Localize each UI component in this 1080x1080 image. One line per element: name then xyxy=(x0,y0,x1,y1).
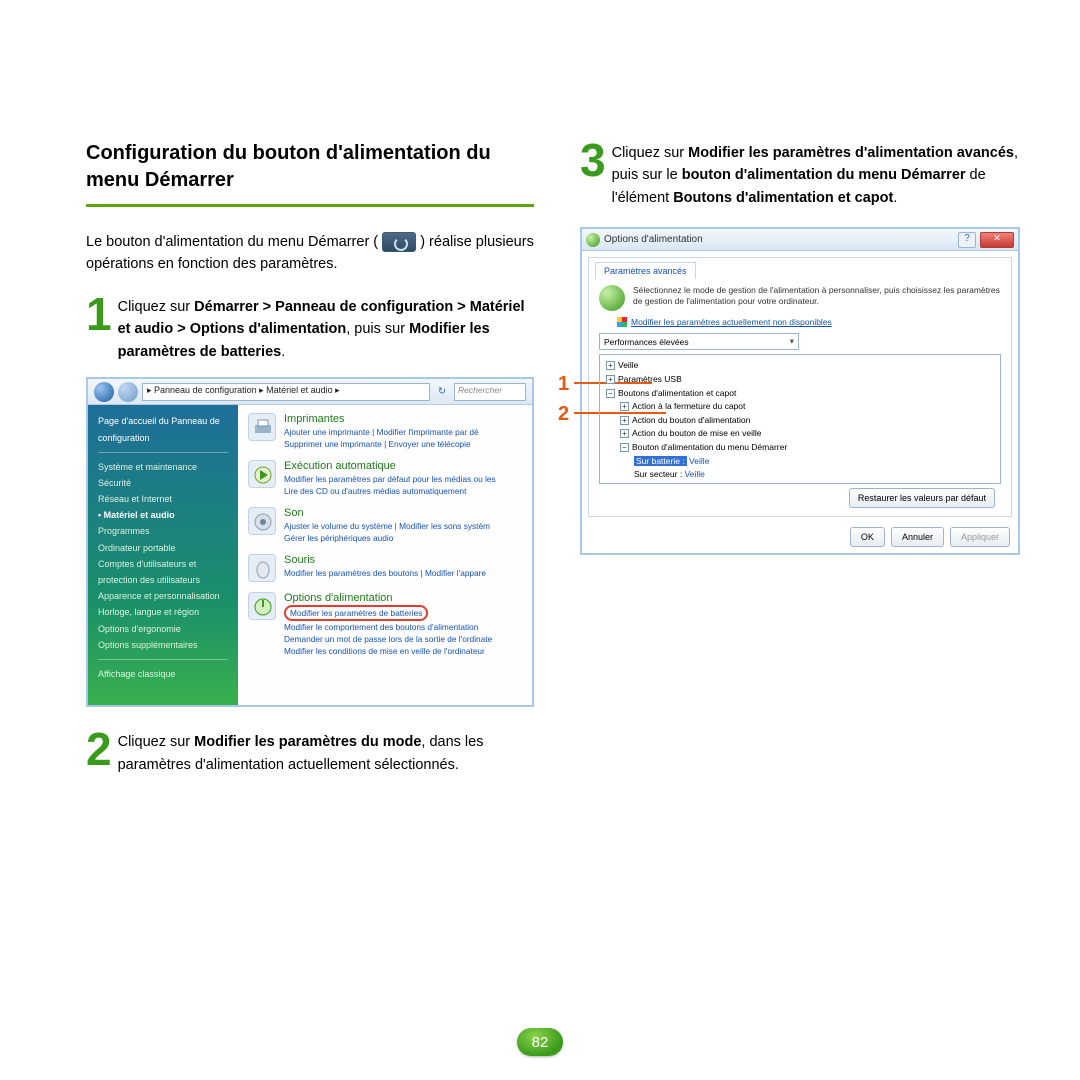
screenshot-control-panel: ▸ Panneau de configuration ▸ Matériel et… xyxy=(86,377,534,707)
help-button[interactable]: ? xyxy=(958,232,976,248)
sidebar-home[interactable]: Page d'accueil du Panneau de configurati… xyxy=(98,416,220,442)
apply-button[interactable]: Appliquer xyxy=(950,527,1010,547)
window-icon xyxy=(586,233,600,247)
step-1: 1 Cliquez sur Démarrer > Panneau de conf… xyxy=(86,294,534,363)
screenshot-power-options: Options d'alimentation ? ✕ Paramètres av… xyxy=(580,227,1020,555)
sidebar-item[interactable]: Options supplémentaires xyxy=(98,637,228,653)
sidebar-item[interactable]: Apparence et personnalisation xyxy=(98,588,228,604)
sidebar-item[interactable]: Options d'ergonomie xyxy=(98,621,228,637)
sidebar-recent: Tâches récentes xyxy=(98,705,169,707)
nav-back-icon[interactable] xyxy=(94,382,114,402)
sidebar-item[interactable]: Horloge, langue et région xyxy=(98,604,228,620)
heading-rule xyxy=(86,204,534,207)
sidebar-item[interactable]: Comptes d'utilisateurs et protection des… xyxy=(98,556,228,588)
sidebar-item[interactable]: Sécurité xyxy=(98,475,228,491)
highlighted-link: Modifier les paramètres de batteries xyxy=(284,605,428,621)
power-options-icon xyxy=(248,592,276,620)
dialog-titlebar: Options d'alimentation ? ✕ xyxy=(582,229,1018,251)
edit-unavailable-link[interactable]: Modifier les paramètres actuellement non… xyxy=(617,317,1001,327)
step-2: 2 Cliquez sur Modifier les paramètres du… xyxy=(86,729,534,776)
cat-mouse[interactable]: Souris Modifier les paramètres des bouto… xyxy=(248,554,528,582)
sidebar-item[interactable]: Programmes xyxy=(98,523,228,539)
sound-icon xyxy=(248,507,276,535)
refresh-icon[interactable]: ↻ xyxy=(434,386,450,397)
sidebar-item[interactable]: Système et maintenance xyxy=(98,459,228,475)
intro-before: Le bouton d'alimentation du menu Démarre… xyxy=(86,234,378,250)
ok-button[interactable]: OK xyxy=(850,527,885,547)
printer-icon xyxy=(248,413,276,441)
intro-text: Le bouton d'alimentation du menu Démarre… xyxy=(86,231,534,276)
step-2-text: Cliquez sur Modifier les paramètres du m… xyxy=(118,729,534,776)
tab-advanced[interactable]: Paramètres avancés xyxy=(595,262,696,279)
sshot1-toolbar: ▸ Panneau de configuration ▸ Matériel et… xyxy=(88,379,532,405)
callout-numbers: 1 2 xyxy=(558,373,569,433)
cat-power[interactable]: Options d'alimentation Modifier les para… xyxy=(248,592,528,657)
sshot1-sidebar: Page d'accueil du Panneau de configurati… xyxy=(88,405,238,705)
settings-tree[interactable]: +Veille +Paramètres USB −Boutons d'alime… xyxy=(599,354,1001,484)
cat-sound[interactable]: Son Ajuster le volume du système | Modif… xyxy=(248,507,528,544)
uac-shield-icon xyxy=(617,317,627,327)
step-1-number: 1 xyxy=(86,294,112,363)
step-2-number: 2 xyxy=(86,729,112,776)
power-icon xyxy=(382,232,416,252)
autoplay-icon xyxy=(248,460,276,488)
sidebar-item[interactable]: Ordinateur portable xyxy=(98,540,228,556)
nav-fwd-icon[interactable] xyxy=(118,382,138,402)
step-3-number: 3 xyxy=(580,140,606,209)
sidebar-item[interactable]: Réseau et Internet xyxy=(98,491,228,507)
page-title: Configuration du bouton d'alimentation d… xyxy=(86,140,534,194)
dialog-hero-icon xyxy=(599,285,625,311)
step-3: 3 Cliquez sur Modifier les paramètres d'… xyxy=(580,140,1020,209)
sshot1-main: Imprimantes Ajouter une imprimante | Mod… xyxy=(238,405,532,705)
dialog-description: Sélectionnez le mode de gestion de l'ali… xyxy=(633,285,1001,307)
step-1-text: Cliquez sur Démarrer > Panneau de config… xyxy=(118,294,534,363)
cancel-button[interactable]: Annuler xyxy=(891,527,944,547)
cat-printers[interactable]: Imprimantes Ajouter une imprimante | Mod… xyxy=(248,413,528,450)
dialog-buttons: OK Annuler Appliquer xyxy=(582,523,1018,553)
step-3-text: Cliquez sur Modifier les paramètres d'al… xyxy=(612,140,1020,209)
cat-autoplay[interactable]: Exécution automatique Modifier les param… xyxy=(248,460,528,497)
restore-defaults-button[interactable]: Restaurer les valeurs par défaut xyxy=(849,488,995,508)
page-number-badge: 82 xyxy=(517,1028,563,1056)
breadcrumb[interactable]: ▸ Panneau de configuration ▸ Matériel et… xyxy=(142,383,430,401)
mouse-icon xyxy=(248,554,276,582)
sidebar-classic[interactable]: Affichage classique xyxy=(98,666,228,682)
dialog-title: Options d'alimentation xyxy=(604,234,954,245)
search-input[interactable]: Rechercher xyxy=(454,383,526,401)
close-button[interactable]: ✕ xyxy=(980,232,1014,248)
cat-links[interactable]: Ajouter une imprimante | Modifier l'impr… xyxy=(284,426,528,450)
plan-combo[interactable]: Performances élevées xyxy=(599,333,799,350)
sidebar-item-active[interactable]: Matériel et audio xyxy=(98,507,228,523)
